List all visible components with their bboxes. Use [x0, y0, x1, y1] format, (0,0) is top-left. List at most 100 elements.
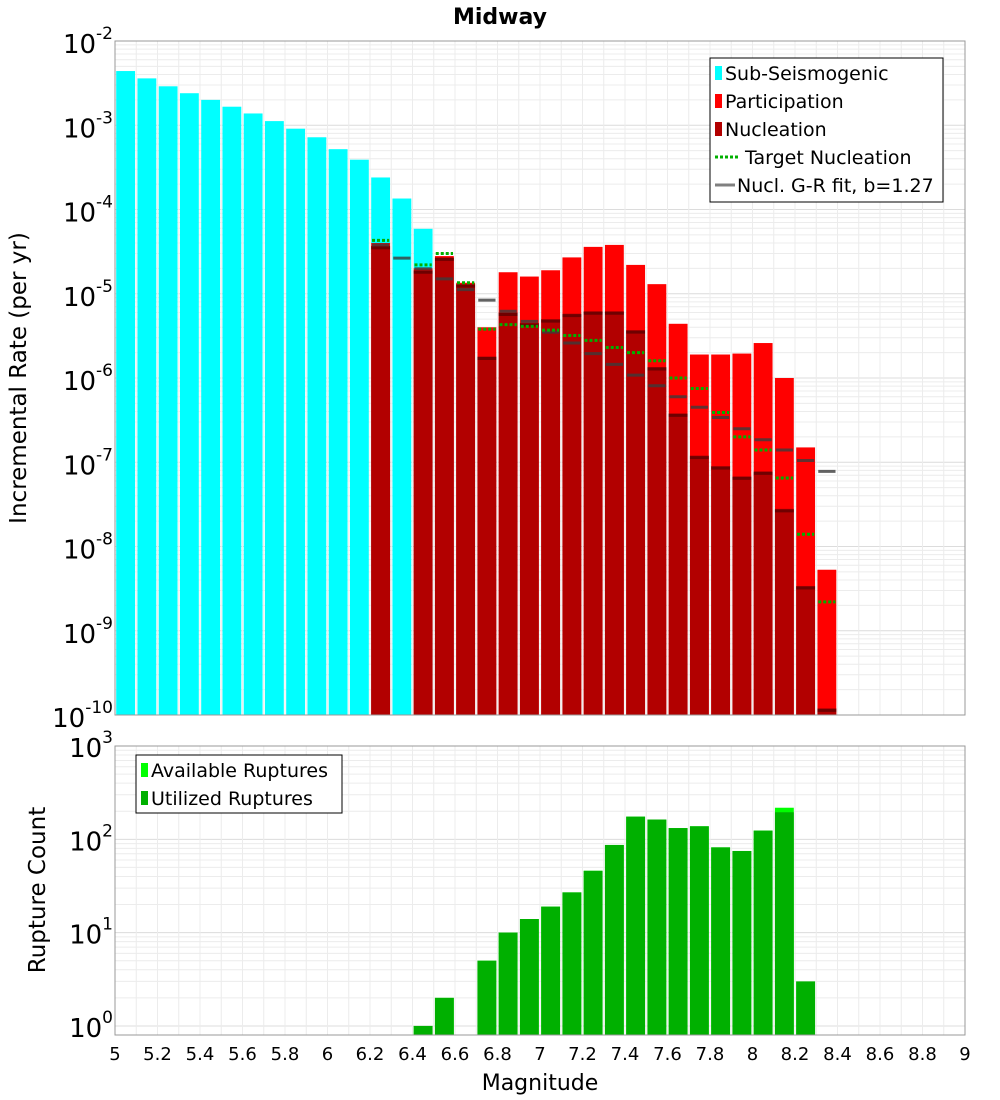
nucleation-bar: [668, 413, 688, 715]
rate-y-tick-label: 10-8: [63, 530, 113, 566]
nucleation-bar: [456, 284, 476, 715]
legend-label: Utilized Ruptures: [151, 788, 313, 810]
nucleation-bar: [711, 466, 731, 715]
x-tick-label: 8.2: [781, 1044, 810, 1065]
rate-y-tick-label: 10-5: [63, 277, 113, 313]
utilized-ruptures-bar: [796, 981, 816, 1035]
sub-seismogenic-bar: [179, 93, 199, 715]
utilized-ruptures-bar: [519, 919, 539, 1035]
x-tick-label: 5.8: [271, 1044, 300, 1065]
x-tick-label: 8.6: [866, 1044, 895, 1065]
rate-y-tick-label: 10-3: [63, 108, 113, 144]
nucleation-bar: [647, 367, 667, 715]
sub-seismogenic-bar: [392, 198, 412, 715]
count-plot-frame: [114, 745, 966, 1036]
count-y-tick-labels: 103 102 101 100: [69, 728, 113, 1044]
nucleation-bar: [562, 313, 582, 715]
rate-legend: Sub-Seismogenic Participation Nucleation Ta…: [709, 57, 944, 203]
rate-bars: [116, 71, 837, 716]
nucleation-bar: [583, 311, 603, 715]
x-tick-label: 5.2: [143, 1044, 172, 1065]
sub-seismogenic-bar: [328, 149, 348, 716]
sub-seismogenic-bar: [201, 99, 221, 715]
x-tick-label: 6: [322, 1044, 333, 1065]
nucleation-bar: [498, 312, 518, 715]
utilized-ruptures-bar: [774, 812, 794, 1035]
x-tick-label: 7.8: [696, 1044, 725, 1065]
legend-swatch: [141, 763, 148, 777]
utilized-ruptures-bar: [498, 932, 518, 1035]
count-bars: [413, 807, 816, 1035]
x-tick-label: 8: [747, 1044, 758, 1065]
count-y-tick-label: 100: [69, 1008, 113, 1044]
utilized-ruptures-bar: [626, 816, 646, 1035]
count-y-tick-label: 101: [69, 915, 113, 951]
legend-label: Available Ruptures: [151, 760, 328, 782]
rate-y-axis-label: Incremental Rate (per yr): [6, 232, 32, 524]
utilized-ruptures-bar: [647, 819, 667, 1035]
x-tick-label: 5.6: [228, 1044, 257, 1065]
legend-swatch: [715, 94, 722, 108]
legend-label: Nucl. G-R fit, b=1.27: [737, 175, 934, 197]
utilized-ruptures-bar: [604, 844, 624, 1035]
sub-seismogenic-bar: [243, 113, 263, 715]
x-tick-label: 8.4: [823, 1044, 852, 1065]
nucleation-bar: [434, 257, 454, 715]
utilized-ruptures-bar: [541, 906, 561, 1035]
x-tick-label: 5: [109, 1044, 120, 1065]
nucleation-bar: [689, 455, 709, 715]
chart-title: Midway: [453, 5, 547, 30]
x-tick-label: 5.4: [186, 1044, 215, 1065]
sub-seismogenic-bar: [349, 159, 369, 715]
nucleation-bar: [519, 322, 539, 715]
sub-seismogenic-bar: [264, 121, 284, 715]
legend-label: Participation: [725, 91, 844, 113]
x-tick-label: 7.6: [653, 1044, 682, 1065]
x-tick-labels: 5 5.2 5.4 5.6 5.8 6 6.2 6.4 6.6 6.8 7 7.2 7.4 7.6 7.8 8…: [109, 1044, 970, 1065]
utilized-ruptures-bar: [732, 850, 752, 1035]
utilized-ruptures-bar: [477, 960, 497, 1035]
count-legend: Available Ruptures Utilized Ruptures: [135, 754, 343, 814]
count-y-tick-label: 103: [69, 728, 113, 764]
legend-label: Sub-Seismogenic: [725, 63, 889, 85]
utilized-ruptures-bar: [562, 892, 582, 1035]
rate-y-tick-label: 10-10: [52, 698, 113, 734]
rate-panel: 10-2 10-3 10-4 10-5 10-6 10-7 10-8 10-9 10-10 In…: [6, 24, 966, 734]
sub-seismogenic-bar: [158, 86, 178, 715]
nucleation-bar: [626, 330, 646, 715]
rate-legend-box: [709, 57, 944, 203]
sub-seismogenic-bar: [307, 137, 327, 716]
nucleation-bar: [732, 476, 752, 715]
utilized-ruptures-bar: [434, 997, 454, 1035]
nucleation-bar: [371, 245, 391, 715]
utilized-ruptures-bar: [689, 826, 709, 1035]
legend-swatch: [715, 122, 722, 136]
nucleation-bar: [796, 585, 816, 715]
x-tick-label: 7: [534, 1044, 545, 1065]
rate-plot-frame: [114, 40, 966, 716]
rate-y-tick-label: 10-2: [63, 24, 113, 60]
nucleation-bar: [541, 319, 561, 715]
sub-seismogenic-bar: [222, 106, 242, 716]
count-y-tick-label: 102: [69, 821, 113, 857]
legend-label: Nucleation: [725, 119, 827, 141]
legend-swatch: [141, 791, 148, 805]
rate-markers: [371, 238, 837, 712]
nucleation-bar: [413, 270, 433, 715]
x-tick-label: 8.8: [908, 1044, 937, 1065]
utilized-ruptures-bar: [753, 830, 773, 1035]
nucleation-bar: [604, 311, 624, 715]
sub-seismogenic-bar: [116, 71, 136, 715]
utilized-ruptures-bar: [583, 870, 603, 1035]
x-axis-label: Magnitude: [482, 1071, 599, 1096]
utilized-ruptures-bar: [413, 1025, 433, 1035]
x-tick-label: 7.2: [568, 1044, 597, 1065]
x-tick-label: 7.4: [611, 1044, 640, 1065]
rate-y-tick-label: 10-6: [63, 361, 113, 397]
utilized-ruptures-bar: [668, 828, 688, 1035]
x-tick-label: 6.4: [398, 1044, 427, 1065]
rate-y-tick-label: 10-7: [63, 445, 113, 481]
x-tick-label: 6.6: [441, 1044, 470, 1065]
sub-seismogenic-bar: [137, 78, 157, 715]
